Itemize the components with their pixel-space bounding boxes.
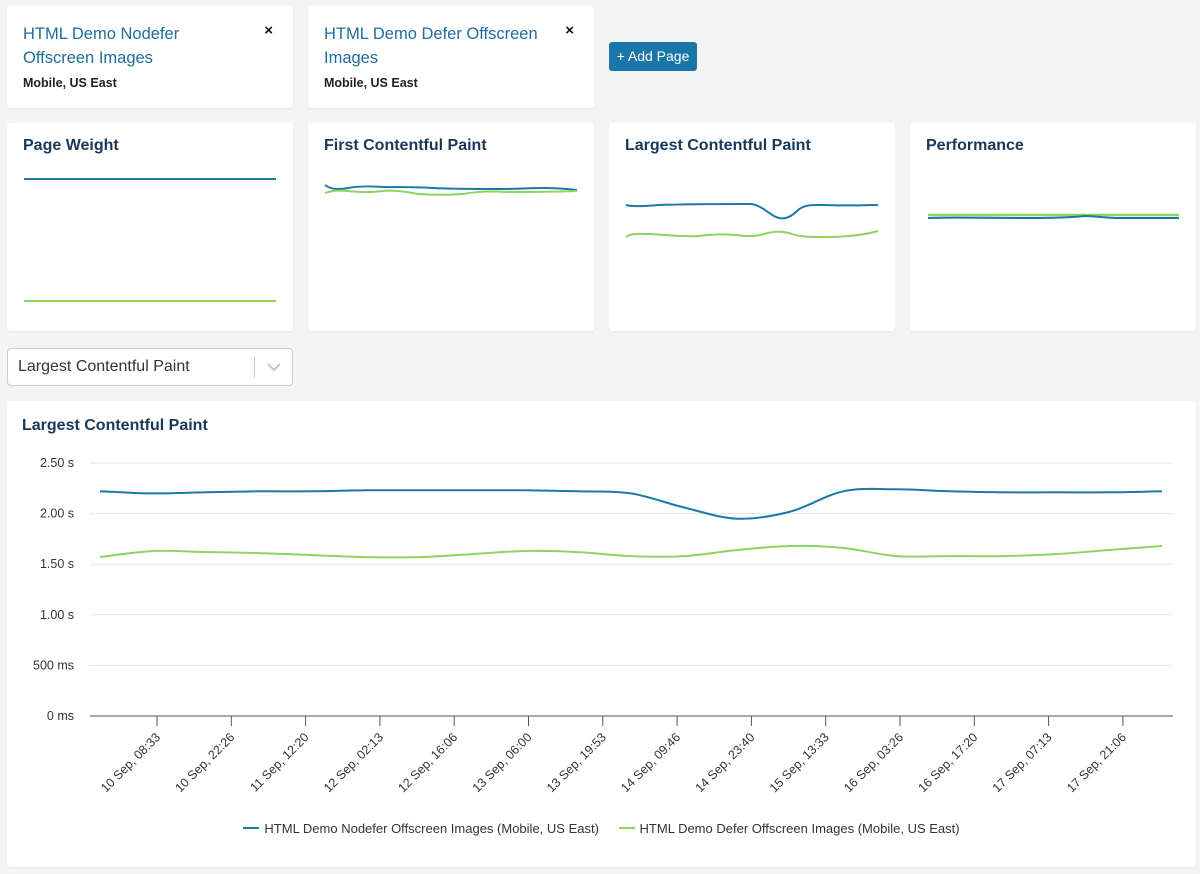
y-tick-label: 2.00 s [40, 507, 74, 521]
y-tick-label: 1.50 s [40, 557, 74, 571]
series-line-nodefer[interactable] [99, 487, 1163, 520]
chart-title: Largest Contentful Paint [22, 417, 208, 434]
sparkline-lcp [625, 202, 879, 239]
x-tick-label: 10 Sep, 22:26 [172, 730, 237, 795]
x-tick-label: 10 Sep, 08:33 [98, 730, 163, 795]
sparkline-defer-line [625, 230, 879, 239]
x-tick-label: 17 Sep, 07:13 [990, 730, 1055, 795]
y-tick-label: 0 ms [47, 709, 74, 723]
page-card-nodefer: HTML Demo Nodefer Offscreen Images Mobil… [7, 6, 293, 108]
chart-grid [90, 462, 1173, 717]
close-icon[interactable]: × [565, 22, 574, 39]
page-location-nodefer: Mobile, US East [23, 76, 117, 90]
legend-item-nodefer[interactable]: HTML Demo Nodefer Offscreen Images (Mobi… [243, 821, 599, 836]
x-tick-label: 13 Sep, 19:53 [544, 730, 609, 795]
x-tick-label: 16 Sep, 03:26 [841, 730, 906, 795]
metric-card-page-weight[interactable]: Page Weight [7, 123, 293, 331]
chevron-down-icon[interactable] [267, 362, 281, 372]
close-icon[interactable]: × [264, 22, 273, 39]
sparkline-fcp [324, 184, 578, 196]
page-title-nodefer[interactable]: HTML Demo Nodefer Offscreen Images [23, 25, 180, 67]
chart-legend: HTML Demo Nodefer Offscreen Images (Mobi… [7, 817, 1196, 836]
metric-title-fcp: First Contentful Paint [324, 137, 487, 154]
x-tick-label: 16 Sep, 17:20 [915, 730, 980, 795]
metric-select-value: Largest Contentful Paint [18, 358, 190, 375]
sparkline-nodefer-line [625, 202, 879, 220]
dropdown-separator [254, 357, 255, 378]
metric-card-lcp[interactable]: Largest Contentful Paint [609, 123, 895, 331]
metric-card-performance[interactable]: Performance [910, 123, 1196, 331]
y-tick-label: 2.50 s [40, 456, 74, 470]
x-tick-label: 12 Sep, 02:13 [321, 730, 386, 795]
legend-label-nodefer: HTML Demo Nodefer Offscreen Images (Mobi… [264, 820, 599, 836]
metric-title-performance: Performance [926, 137, 1024, 154]
page-title-defer[interactable]: HTML Demo Defer Offscreen Images [324, 25, 538, 67]
metric-select[interactable]: Largest Contentful Paint [7, 348, 293, 386]
x-tick-label: 17 Sep, 21:06 [1064, 730, 1129, 795]
x-tick-label: 14 Sep, 23:40 [693, 730, 758, 795]
x-tick-label: 12 Sep, 16:06 [395, 730, 460, 795]
x-tick-label: 13 Sep, 06:00 [470, 730, 535, 795]
lcp-chart: 0 ms 500 ms 1.00 s 1.50 s 2.00 s 2.50 s 10 Se… [33, 456, 1173, 795]
lcp-chart-card: Largest Contentful Paint 0 ms 500 ms 1.00 … [7, 401, 1196, 867]
legend-item-defer[interactable]: HTML Demo Defer Offscreen Images (Mobile… [618, 820, 960, 836]
add-page-button[interactable]: + Add Page [609, 42, 697, 71]
sparkline-page-weight [24, 178, 276, 302]
legend-swatch-nodefer [243, 827, 260, 829]
sparkline-defer-line [324, 189, 578, 196]
sparkline-performance [927, 213, 1179, 220]
page-location-defer: Mobile, US East [324, 76, 418, 90]
x-tick-label: 11 Sep, 12:20 [247, 730, 311, 794]
metric-title-lcp: Largest Contentful Paint [625, 137, 811, 154]
sparkline-nodefer-line [324, 184, 578, 191]
chart-series [99, 487, 1163, 559]
series-line-defer[interactable] [99, 544, 1163, 559]
x-tick-label: 14 Sep, 09:46 [618, 730, 683, 795]
y-tick-label: 500 ms [33, 658, 74, 672]
metric-card-fcp[interactable]: First Contentful Paint [308, 123, 594, 331]
legend-swatch-defer [618, 827, 635, 829]
metric-title-page-weight: Page Weight [23, 137, 119, 154]
sparkline-nodefer-line [927, 214, 1179, 220]
page-card-defer: HTML Demo Defer Offscreen Images Mobile,… [308, 6, 594, 108]
x-axis-ticks: 10 Sep, 08:33 10 Sep, 22:26 11 Sep, 12:20 1… [98, 716, 1129, 795]
legend-label-defer: HTML Demo Defer Offscreen Images (Mobile… [639, 820, 960, 836]
y-tick-label: 1.00 s [40, 608, 74, 622]
y-axis-ticks: 0 ms 500 ms 1.00 s 1.50 s 2.00 s 2.50 s [33, 456, 74, 723]
x-tick-label: 15 Sep, 13:33 [767, 730, 832, 795]
